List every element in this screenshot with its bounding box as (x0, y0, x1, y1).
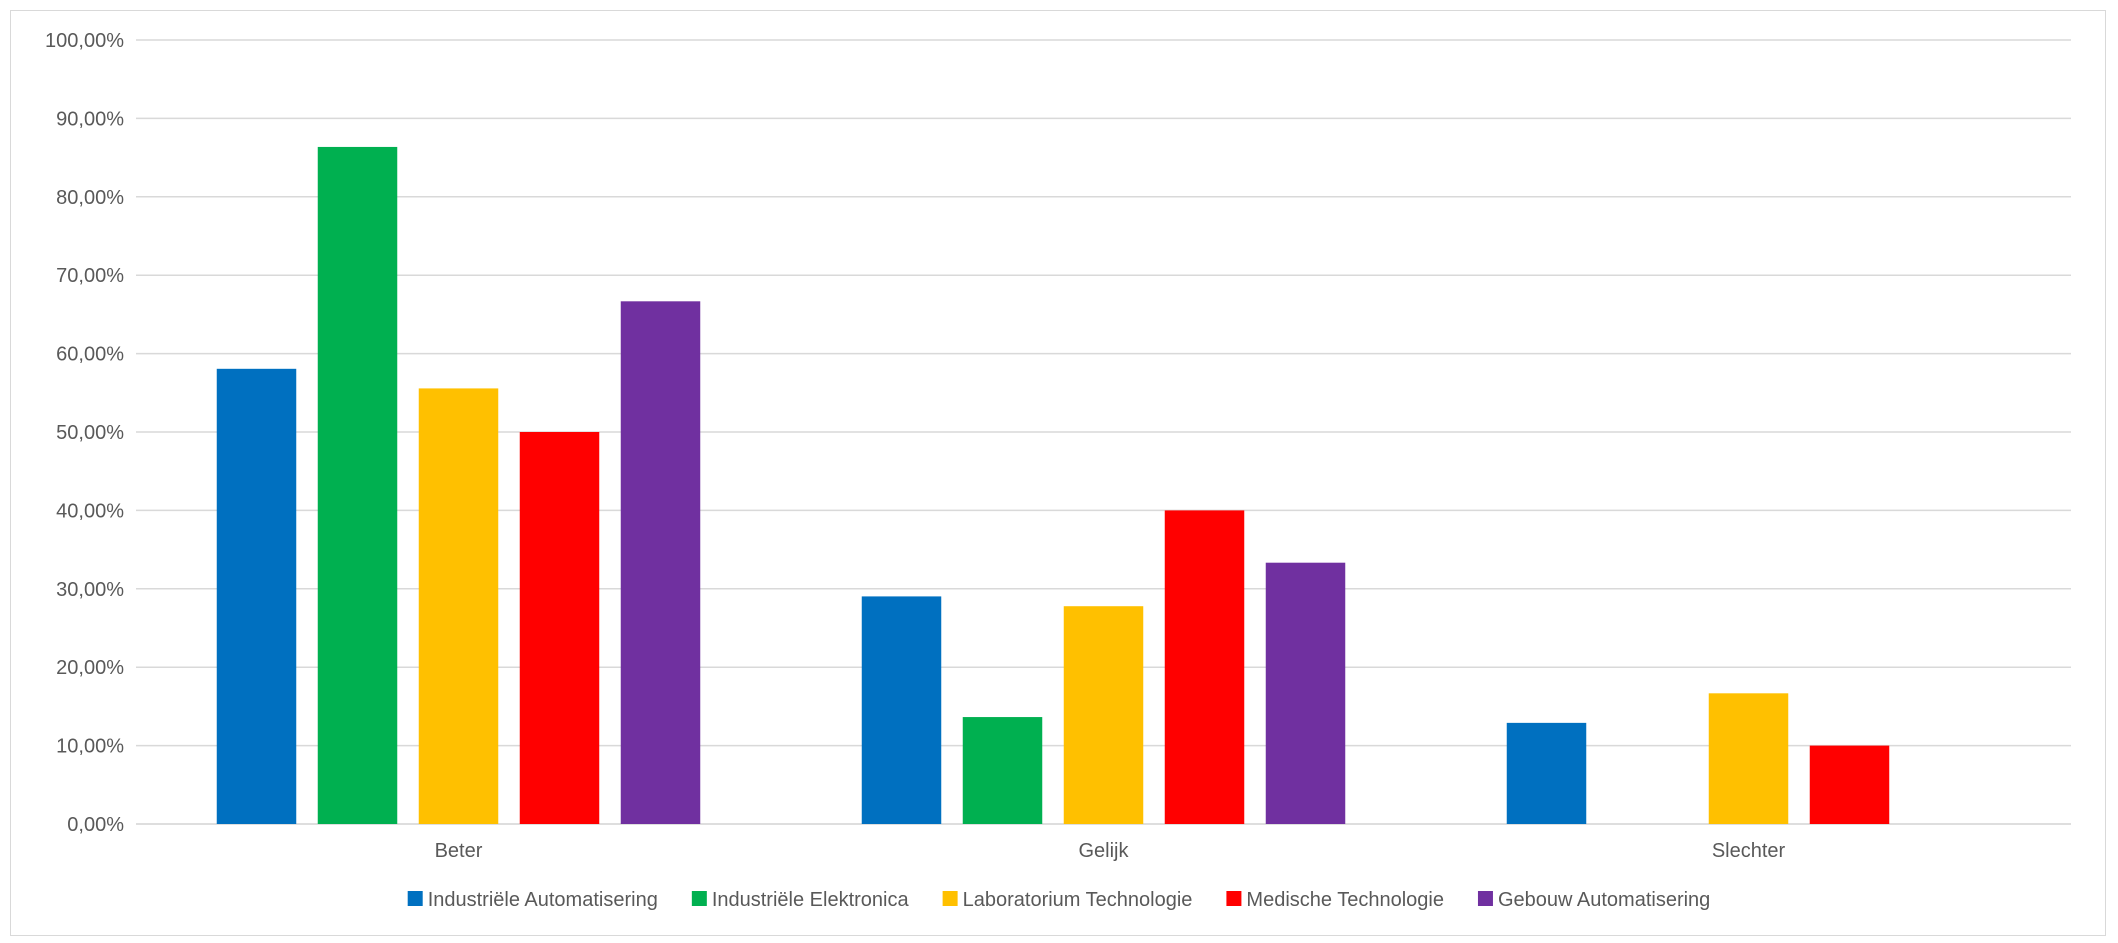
bar (418, 388, 499, 824)
legend: Industriële Automatisering Industriële El… (407, 889, 1710, 911)
bar (620, 301, 701, 824)
legend-label: Medische Technologie (1246, 889, 1444, 911)
y-tick-label: 50,00% (56, 422, 124, 444)
y-tick-label: 20,00% (56, 657, 124, 679)
bar (216, 368, 297, 824)
bar (317, 146, 398, 824)
x-tick-label: Slechter (1712, 840, 1786, 862)
bar (1809, 745, 1890, 824)
x-tick-label: Beter (435, 840, 483, 862)
bar-chart: 0,00% 10,00% 20,00% 30,00% 40,00% 50,00% 60,00… (45, 30, 2071, 911)
x-tick-label: Gelijk (1078, 840, 1129, 862)
x-axis-ticks: Beter Gelijk Slechter (435, 840, 1786, 862)
legend-item: Industriële Automatisering (407, 889, 658, 911)
y-tick-label: 40,00% (56, 500, 124, 522)
legend-swatch (691, 891, 707, 906)
y-axis-ticks: 0,00% 10,00% 20,00% 30,00% 40,00% 50,00% 60,00… (45, 30, 124, 836)
y-tick-label: 10,00% (56, 736, 124, 758)
bar (519, 432, 600, 824)
legend-swatch (407, 891, 423, 906)
y-tick-label: 90,00% (56, 108, 124, 130)
bar (1063, 606, 1144, 824)
bars (216, 146, 1890, 824)
y-tick-label: 30,00% (56, 579, 124, 601)
bar (861, 596, 942, 824)
bar (1506, 722, 1587, 824)
y-tick-label: 100,00% (45, 30, 124, 52)
legend-label: Gebouw Automatisering (1498, 889, 1710, 911)
y-tick-label: 60,00% (56, 344, 124, 366)
legend-item: Gebouw Automatisering (1477, 889, 1710, 911)
legend-label: Industriële Elektronica (712, 889, 910, 911)
bar (1265, 562, 1346, 824)
y-tick-label: 80,00% (56, 187, 124, 209)
y-tick-label: 70,00% (56, 265, 124, 287)
legend-item: Industriële Elektronica (691, 889, 910, 911)
bar (1164, 510, 1245, 824)
legend-label: Industriële Automatisering (428, 889, 658, 911)
bar (1708, 693, 1789, 824)
legend-swatch (942, 891, 958, 906)
legend-item: Laboratorium Technologie (942, 889, 1193, 911)
y-tick-label: 0,00% (67, 814, 124, 836)
chart-frame: 0,00% 10,00% 20,00% 30,00% 40,00% 50,00% 60,00… (10, 10, 2106, 936)
legend-item: Medische Technologie (1226, 889, 1444, 911)
bar (962, 717, 1043, 824)
legend-swatch (1477, 891, 1493, 906)
legend-label: Laboratorium Technologie (963, 889, 1193, 911)
legend-swatch (1226, 891, 1242, 906)
